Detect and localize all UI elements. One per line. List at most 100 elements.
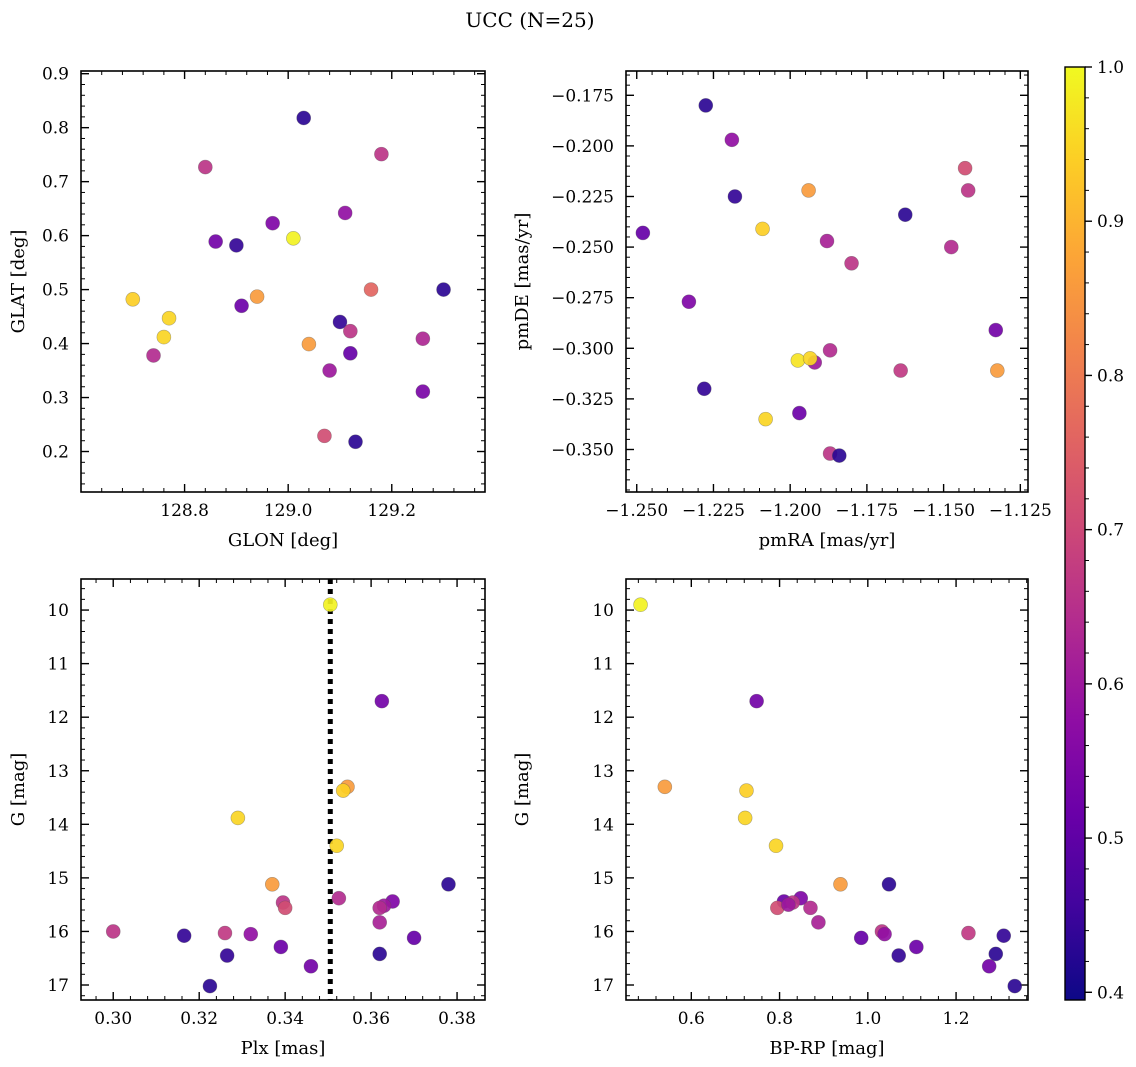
axes-frame — [80, 70, 486, 493]
x-tick-label: −1.250 — [605, 501, 668, 521]
plot-area — [105, 579, 456, 1000]
x-tick-label: 1.2 — [943, 1009, 970, 1029]
scatter-point — [331, 890, 347, 906]
scatter-point — [363, 282, 379, 297]
y-tick-label: −0.300 — [551, 339, 614, 359]
scatter-point — [198, 159, 213, 175]
scatter-point — [329, 838, 345, 854]
scatter-point — [801, 183, 816, 198]
scatter-point — [758, 411, 773, 427]
scatter-point — [322, 363, 337, 378]
tick-marks — [626, 579, 1028, 1000]
scatter-point — [988, 322, 1004, 338]
scatter-point — [831, 448, 847, 463]
y-tick-label: −0.275 — [551, 289, 614, 309]
y-tick-label: 11 — [47, 655, 69, 675]
scatter-point — [635, 225, 651, 241]
x-tick-label: 0.8 — [766, 1009, 793, 1029]
y-tick-label: 0.7 — [42, 173, 69, 193]
scatter-point — [891, 948, 907, 963]
axes-frame — [80, 578, 486, 1001]
scatter-point — [768, 838, 784, 854]
scatter-point — [125, 292, 141, 307]
scatter-point — [265, 215, 280, 231]
scatter-point — [803, 900, 818, 916]
scatter-point — [335, 783, 351, 798]
scatter-point — [156, 329, 172, 345]
scatter-point — [781, 897, 796, 912]
y-tick-label: 13 — [592, 762, 614, 782]
y-tick-label: 13 — [47, 762, 69, 782]
scatter-point — [988, 946, 1004, 962]
y-tick-label: 0.9 — [42, 65, 69, 85]
scatter-point — [790, 353, 806, 368]
scatter-point — [897, 207, 913, 223]
y-tick-label: −0.350 — [551, 440, 614, 460]
y-tick-label: −0.250 — [551, 238, 614, 258]
scatter-point — [436, 282, 451, 297]
scatter-point — [317, 428, 332, 444]
plot-area — [125, 110, 451, 450]
y-tick-label: 0.8 — [42, 119, 69, 139]
y-tick-label: 11 — [592, 655, 614, 675]
scatter-point — [996, 928, 1012, 944]
scatter-point — [303, 958, 319, 974]
scatter-point — [286, 231, 301, 246]
y-tick-label: 14 — [592, 815, 614, 835]
scatter-point — [802, 351, 818, 366]
colorbar-gradient — [1065, 67, 1085, 1000]
scatter-point — [1007, 978, 1023, 994]
scatter-point — [737, 810, 753, 826]
scatter-point — [811, 915, 826, 930]
scatter-point — [372, 946, 388, 962]
y-tick-label: 15 — [592, 869, 614, 889]
scatter-point — [105, 924, 121, 939]
scatter-point — [264, 877, 280, 892]
x-tick-label: 0.30 — [94, 1009, 132, 1029]
colorbar-tick-label: 0.7 — [1097, 521, 1124, 541]
scatter-point — [273, 939, 289, 955]
y-tick-label: −0.325 — [551, 390, 614, 410]
tick-marks — [626, 71, 1028, 492]
scatter-point — [146, 348, 161, 363]
scatter-point — [981, 958, 997, 974]
y-tick-label: −0.175 — [551, 86, 614, 106]
y-tick-label: 16 — [592, 922, 614, 942]
colorbar-tick-label: 1.0 — [1097, 58, 1124, 78]
scatter-point — [374, 146, 389, 162]
scatter-point — [249, 289, 265, 304]
y-axis-label: GLAT [deg] — [8, 230, 29, 334]
x-tick-label: −1.225 — [682, 501, 745, 521]
plot-area — [633, 597, 1023, 994]
subplot-glon-glat: 128.8 129.0 129.2 0.2 0.3 0.4 0.5 0.6 0.7 0.8 0.9 G… — [8, 65, 486, 551]
x-axis-label: pmRA [mas/yr] — [759, 530, 896, 551]
scatter-point — [322, 597, 338, 613]
scatter-point — [749, 693, 764, 709]
scatter-point — [724, 132, 740, 148]
scatter-point — [657, 779, 673, 795]
y-tick-label: 12 — [592, 708, 614, 728]
y-axis-label: G [mag] — [8, 753, 29, 826]
scatter-point — [696, 381, 712, 397]
x-tick-label: 0.34 — [266, 1009, 304, 1029]
subplot-bprp-g: 0.6 0.8 1.0 1.2 10 11 12 13 14 15 16 17 BP-RP [mag] G… — [512, 578, 1029, 1059]
scatter-point — [296, 110, 312, 126]
scatter-point — [415, 331, 431, 347]
y-tick-label: 0.4 — [42, 335, 69, 355]
scatter-point — [332, 314, 348, 330]
subplot-plx-g: 0.30 0.32 0.34 0.36 0.38 10 11 12 13 14 15 16 17 Plx … — [8, 578, 486, 1059]
y-tick-label: 17 — [47, 976, 69, 996]
colorbar-tick-label: 0.9 — [1097, 212, 1124, 232]
scatter-point — [819, 233, 835, 249]
scatter-point — [374, 693, 390, 709]
x-axis-label: Plx [mas] — [241, 1038, 326, 1059]
tick-marks — [81, 579, 485, 1000]
scatter-point — [881, 877, 897, 892]
y-tick-label: 17 — [592, 976, 614, 996]
x-axis-label: GLON [deg] — [228, 530, 338, 551]
scatter-point — [415, 384, 431, 399]
scatter-point — [739, 783, 754, 798]
colorbar-tick-label: 0.8 — [1097, 366, 1124, 386]
scatter-point — [909, 939, 924, 955]
